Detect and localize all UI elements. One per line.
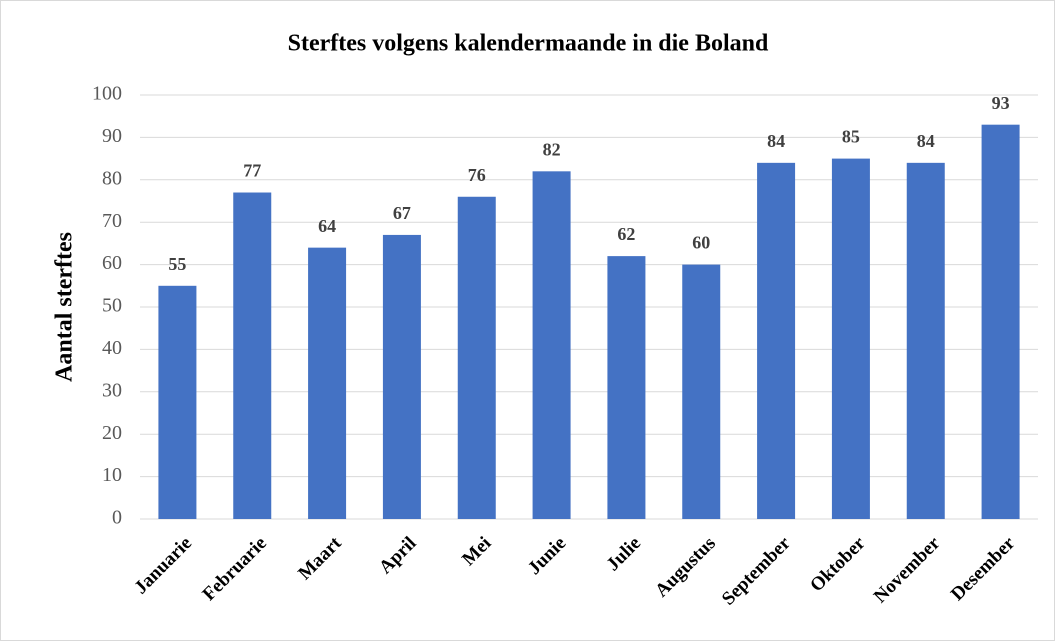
bar [831, 158, 870, 519]
y-tick-label: 80 [102, 167, 122, 189]
y-tick-label: 0 [112, 507, 122, 529]
bar [682, 264, 721, 519]
data-label: 93 [992, 93, 1010, 113]
y-tick-label: 40 [102, 337, 122, 359]
data-label: 84 [767, 131, 785, 151]
bar [457, 196, 496, 519]
bar [308, 247, 347, 519]
y-tick-label: 20 [102, 422, 122, 444]
y-tick-label: 90 [102, 125, 122, 147]
y-tick-label: 10 [102, 464, 122, 486]
bar [532, 171, 571, 519]
y-tick-label: 70 [102, 210, 122, 232]
bar [906, 162, 945, 519]
bar [607, 256, 646, 519]
data-label: 55 [168, 254, 186, 274]
data-label: 76 [468, 165, 486, 185]
y-tick-label: 60 [102, 252, 122, 274]
bar [382, 234, 421, 520]
data-label: 62 [617, 224, 635, 244]
data-label: 82 [543, 139, 561, 159]
y-tick-label: 30 [102, 379, 122, 401]
y-tick-label: 50 [102, 295, 122, 317]
bar [233, 192, 272, 519]
data-label: 60 [692, 233, 710, 253]
y-tick-label: 100 [92, 83, 122, 105]
data-label: 67 [393, 203, 411, 223]
data-label: 85 [842, 127, 860, 147]
data-label: 84 [917, 131, 935, 151]
chart-title: Sterftes volgens kalendermaande in die B… [288, 31, 769, 57]
data-label: 77 [243, 161, 261, 181]
bar [757, 162, 796, 519]
y-axis-label: Aantal sterftes [52, 232, 78, 382]
bar [981, 124, 1020, 520]
bar [158, 285, 197, 519]
data-label: 64 [318, 216, 336, 236]
